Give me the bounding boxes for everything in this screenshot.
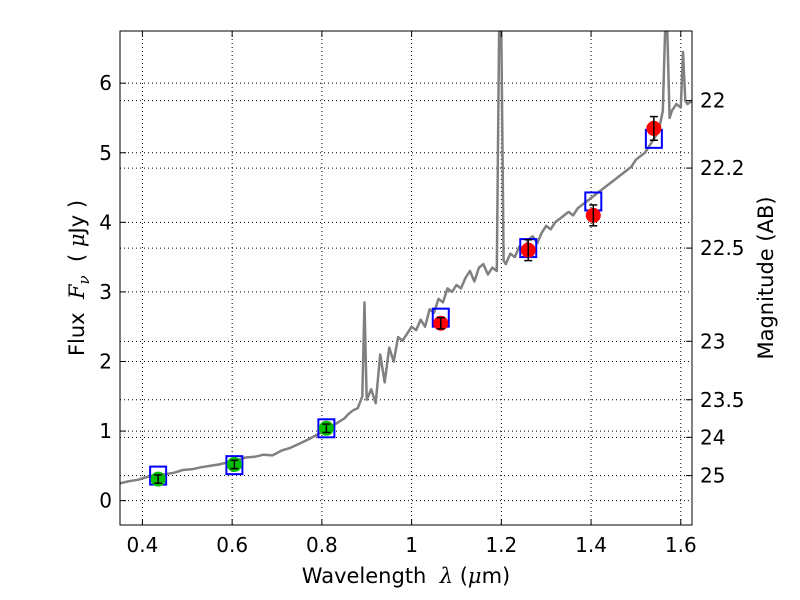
spectrum-layer — [120, 31, 692, 485]
x-tick-label: 1.4 — [575, 533, 607, 557]
x-tick-label: 1 — [405, 533, 418, 557]
markers-layer — [149, 115, 663, 487]
y2-tick-label: 22 — [700, 89, 725, 113]
x-axis-label-prefix: Wavelength — [302, 564, 440, 588]
y-axis-label-nu: ν — [75, 275, 93, 284]
y-tick-label: 6 — [99, 71, 112, 95]
y-tick-labels: 0 1 2 3 4 5 6 — [99, 71, 112, 512]
x-tick-label: 1.6 — [665, 533, 697, 557]
x-tick-label: 0.4 — [127, 533, 159, 557]
y-axis-label-f: F — [65, 283, 89, 300]
y-axis-label: Flux Fν ( μJy ) — [65, 200, 93, 356]
x-axis-label-mu: μ — [468, 564, 482, 588]
y2-tick-label: 24 — [700, 425, 725, 449]
y2-tick-label: 22.2 — [700, 156, 745, 180]
x-tick-label: 0.6 — [216, 533, 248, 557]
plot-frame — [119, 30, 693, 526]
spectrum-line — [120, 31, 692, 485]
y-axis-label-prefix: Flux — [65, 299, 89, 356]
x-tick-label: 0.8 — [306, 533, 338, 557]
x-axis-label: Wavelength λ (μm) — [302, 564, 510, 588]
x-axis-label-unit: m) — [482, 564, 511, 588]
y2-axis-label: Magnitude (AB) — [754, 196, 778, 359]
plot-area — [119, 30, 693, 526]
model-square-point — [225, 455, 244, 476]
y-axis-label-suffix: Jy ) — [65, 200, 89, 236]
y2-tick-label: 23.5 — [700, 388, 745, 412]
y-axis-label-mid: ( — [65, 247, 89, 275]
y2-tick-label: 23 — [700, 329, 725, 353]
x-axis-label-open: ( — [453, 564, 468, 588]
y-tick-label: 2 — [99, 349, 112, 373]
y-tick-label: 5 — [99, 141, 112, 165]
y2-tick-labels: 22 22.2 22.5 23 23.5 24 25 — [700, 89, 745, 488]
y-axis-label-mu: μ — [65, 233, 89, 247]
x-tick-label: 1.2 — [485, 533, 517, 557]
tick-marks — [120, 31, 692, 525]
x-tick-labels: 0.4 0.6 0.8 1 1.2 1.4 1.6 — [127, 533, 697, 557]
y-tick-label: 3 — [99, 280, 112, 304]
grid-lines — [120, 31, 692, 525]
model-square-point — [317, 418, 336, 439]
x-axis-label-lambda: λ — [439, 564, 453, 588]
y2-tick-label: 22.5 — [700, 236, 745, 260]
y-tick-label: 0 — [99, 489, 112, 513]
y2-tick-label: 25 — [700, 464, 725, 488]
y-tick-label: 4 — [99, 210, 112, 234]
y-tick-label: 1 — [99, 419, 112, 443]
